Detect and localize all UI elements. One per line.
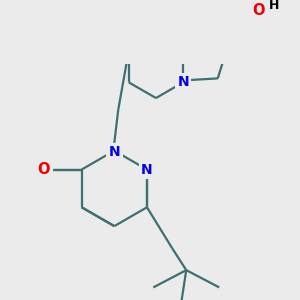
Text: N: N (109, 145, 120, 159)
Text: O: O (38, 162, 50, 177)
Text: N: N (141, 163, 153, 177)
Text: N: N (177, 75, 189, 89)
Text: H: H (269, 0, 280, 12)
Text: O: O (252, 3, 265, 18)
